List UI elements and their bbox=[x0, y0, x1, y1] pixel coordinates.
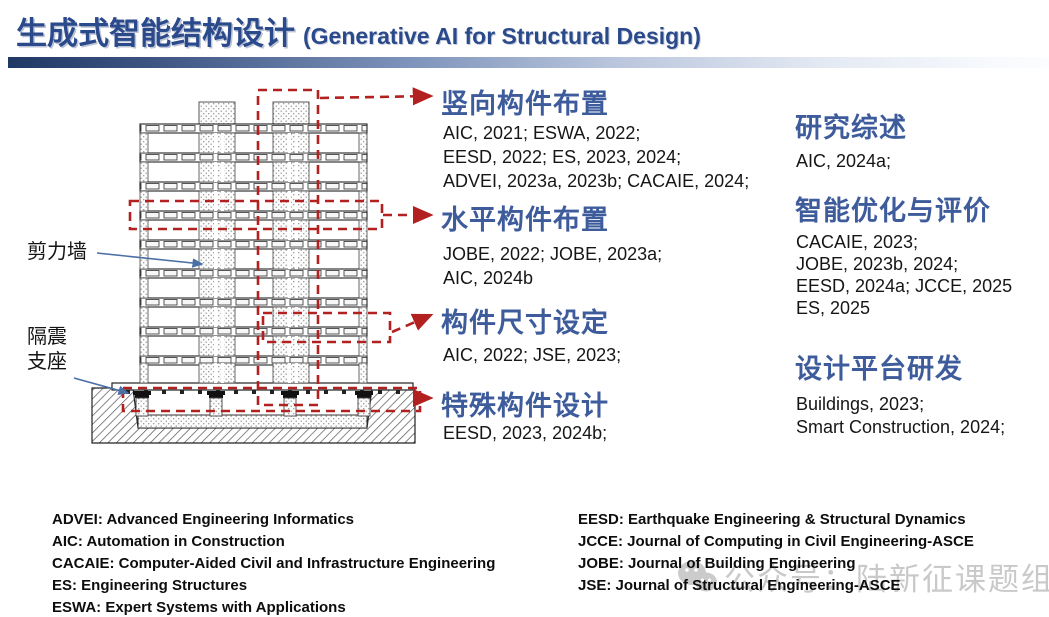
shear-wall-arrow bbox=[96, 252, 204, 268]
title-english: (Generative AI for Structural Design) bbox=[303, 23, 701, 49]
legend-item: ESWA: Expert Systems with Applications bbox=[52, 599, 346, 616]
legend-item: JSE: Journal of Structural Engineering-A… bbox=[578, 577, 901, 594]
legend-item: ES: Engineering Structures bbox=[52, 577, 248, 594]
legend-item: CACAIE: Computer-Aided Civil and Infrast… bbox=[52, 555, 496, 572]
journal-legend-left: ADVEI: Advanced Engineering Informatics … bbox=[52, 509, 495, 617]
arrow-to-member-size bbox=[391, 313, 434, 334]
section-research-review-title: 研究综述 bbox=[795, 113, 907, 143]
citation-line: JOBE, 2022; JOBE, 2023a; bbox=[443, 244, 663, 264]
arrow-to-vertical-members bbox=[319, 87, 434, 106]
legend-item: ADVEI: Advanced Engineering Informatics bbox=[52, 511, 354, 528]
category-vertical-members-citations: AIC, 2021; ESWA, 2022; EESD, 2022; ES, 2… bbox=[443, 121, 749, 193]
category-member-size-title: 构件尺寸设定 bbox=[441, 308, 609, 338]
section-research-review-citations: AIC, 2024a; bbox=[796, 149, 891, 173]
citation-line: ES, 2025 bbox=[796, 298, 871, 318]
citation-line: AIC, 2024a; bbox=[796, 151, 892, 171]
member-size-highlight-box bbox=[261, 311, 392, 344]
citation-line: JOBE, 2023b, 2024; bbox=[796, 254, 959, 274]
title-chinese: 生成式智能结构设计 bbox=[16, 16, 295, 51]
journal-legend-right: EESD: Earthquake Engineering & Structura… bbox=[578, 509, 974, 597]
citation-line: EESD, 2022; ES, 2023, 2024; bbox=[443, 147, 682, 167]
slide-title: 生成式智能结构设计 (Generative AI for Structural D… bbox=[16, 8, 701, 53]
shear-wall-label: 剪力墙 bbox=[27, 241, 87, 263]
watermark-text: 公众号：陆新征课题组 bbox=[724, 562, 1049, 597]
citation-line: AIC, 2021; ESWA, 2022; bbox=[443, 123, 641, 143]
category-special-members-citations: EESD, 2023, 2024b; bbox=[443, 421, 607, 445]
building-diagram bbox=[73, 87, 434, 444]
citation-line: AIC, 2022; JSE, 2023; bbox=[443, 345, 622, 365]
legend-item: JCCE: Journal of Computing in Civil Engi… bbox=[578, 533, 974, 550]
isolation-bearing-arrow bbox=[73, 377, 130, 396]
citation-line: EESD, 2024a; JCCE, 2025 bbox=[796, 276, 1013, 296]
building-superstructure bbox=[139, 101, 368, 384]
category-member-size-citations: AIC, 2022; JSE, 2023; bbox=[443, 343, 621, 367]
isolation-bearing-label-line2: 支座 bbox=[27, 351, 67, 373]
title-gradient-bar bbox=[8, 57, 1049, 68]
section-optimization-evaluation-title: 智能优化与评价 bbox=[795, 196, 991, 226]
citation-line: ADVEI, 2023a, 2023b; CACAIE, 2024; bbox=[443, 171, 750, 191]
section-design-platform-title: 设计平台研发 bbox=[795, 354, 963, 384]
legend-item: JOBE: Journal of Building Engineering bbox=[578, 555, 856, 572]
category-horizontal-members-title: 水平构件布置 bbox=[441, 205, 609, 235]
legend-item: AIC: Automation in Construction bbox=[52, 533, 285, 550]
citation-line: Buildings, 2023; bbox=[796, 394, 925, 414]
isolation-bearings bbox=[133, 391, 373, 417]
category-special-members-title: 特殊构件设计 bbox=[441, 391, 609, 421]
isolation-bearing-label: 隔震 支座 bbox=[27, 325, 67, 375]
legend-item: EESD: Earthquake Engineering & Structura… bbox=[578, 511, 966, 528]
citation-line: AIC, 2024b bbox=[443, 268, 534, 288]
horizontal-members-highlight-box bbox=[128, 199, 384, 231]
base-slab bbox=[111, 382, 414, 394]
wechat-icon bbox=[678, 560, 717, 591]
citation-line: EESD, 2023, 2024b; bbox=[443, 423, 608, 443]
foundation bbox=[91, 387, 416, 444]
vertical-members-highlight-box bbox=[256, 88, 320, 407]
watermark: 公众号：陆新征课题组 bbox=[676, 554, 1049, 599]
citation-line: Smart Construction, 2024; bbox=[796, 417, 1006, 437]
category-horizontal-members-citations: JOBE, 2022; JOBE, 2023a; AIC, 2024b bbox=[443, 242, 662, 290]
foundation-mat bbox=[137, 414, 368, 429]
section-optimization-evaluation-citations: CACAIE, 2023; JOBE, 2023b, 2024; EESD, 2… bbox=[796, 231, 1012, 319]
category-vertical-members-title: 竖向构件布置 bbox=[441, 89, 609, 119]
citation-line: CACAIE, 2023; bbox=[796, 232, 919, 252]
isolation-bearing-label-line1: 隔震 bbox=[27, 326, 67, 348]
section-design-platform-citations: Buildings, 2023; Smart Construction, 202… bbox=[796, 393, 1005, 439]
